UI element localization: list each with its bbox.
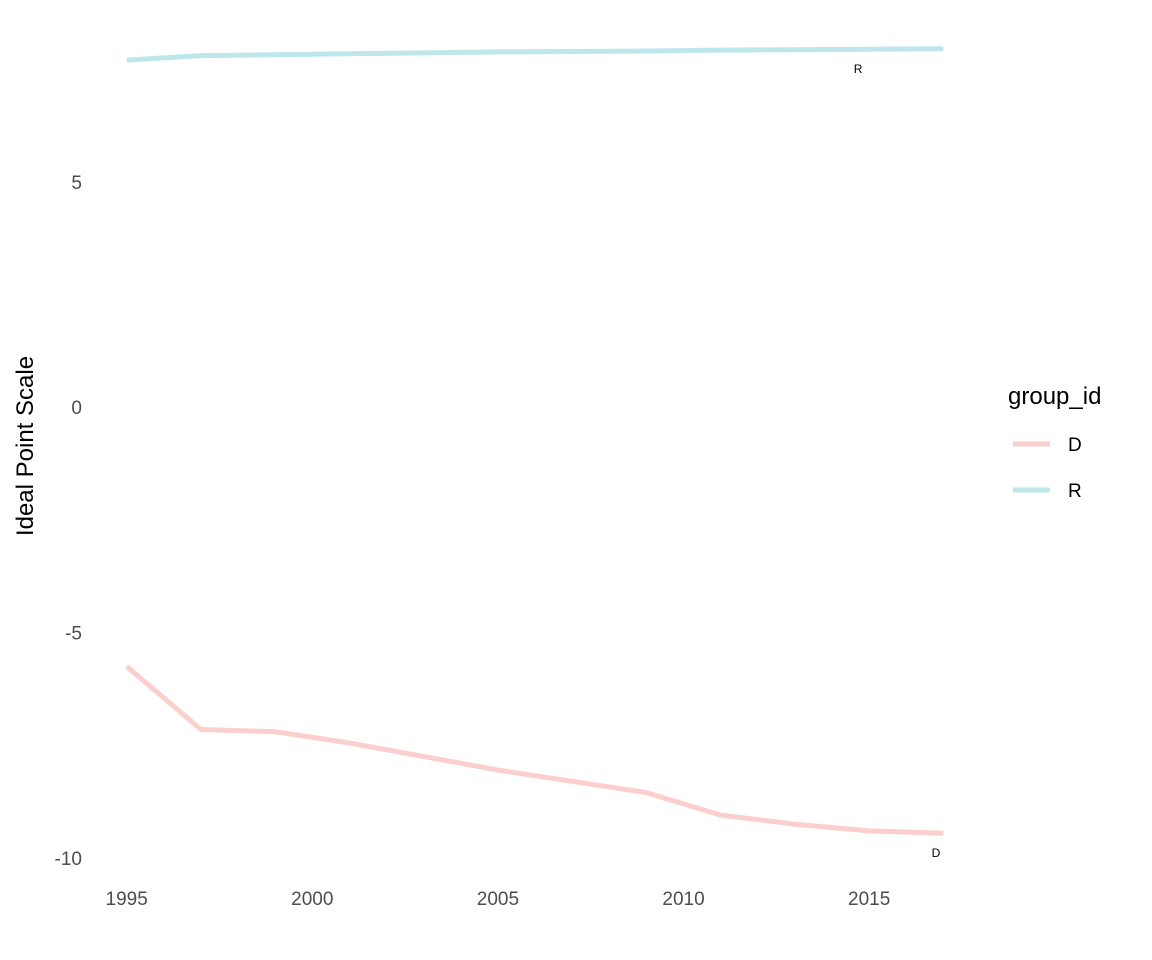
- series-line-R: [126, 46, 944, 63]
- plot-lines: [125, 46, 944, 836]
- y-tick-label--5: -5: [65, 624, 82, 645]
- x-tick-label-2015: 2015: [848, 889, 890, 910]
- end-labels: DR: [854, 62, 941, 860]
- legend-entries: DR: [1013, 435, 1082, 502]
- end-label-D: D: [932, 846, 941, 860]
- end-label-R: R: [854, 62, 863, 76]
- y-tick-label-5: 5: [71, 173, 82, 194]
- x-tick-label-2000: 2000: [291, 889, 333, 910]
- y-axis-title: Ideal Point Scale: [12, 356, 39, 536]
- x-tick-label-2005: 2005: [477, 889, 519, 910]
- y-axis-ticks: 5 0 -5 -10: [55, 173, 82, 870]
- legend-title: group_id: [1008, 383, 1101, 410]
- x-axis-ticks: 1995 2000 2005 2010 2015: [106, 889, 891, 910]
- y-tick-label-0: 0: [71, 398, 82, 419]
- series-line-D: [125, 664, 944, 836]
- legend-label-R: R: [1068, 481, 1082, 502]
- legend-label-D: D: [1068, 435, 1082, 456]
- x-tick-label-1995: 1995: [106, 889, 148, 910]
- legend: group_id DR: [1008, 383, 1101, 502]
- x-tick-label-2010: 2010: [662, 889, 704, 910]
- y-tick-label--10: -10: [55, 849, 82, 870]
